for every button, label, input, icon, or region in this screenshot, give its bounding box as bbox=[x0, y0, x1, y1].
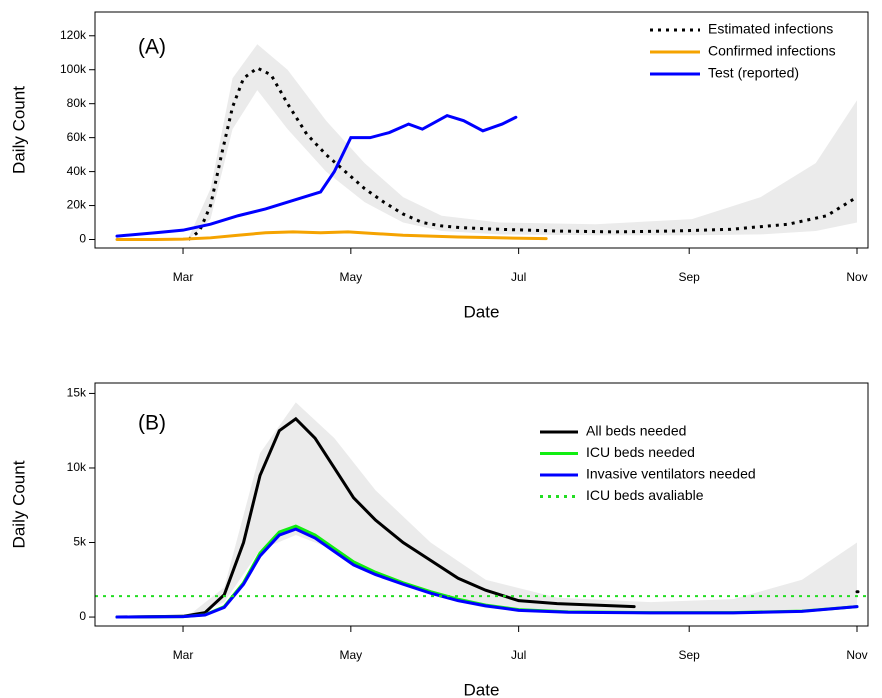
x-tick-label: Nov bbox=[846, 648, 867, 662]
y-tick-label: 80k bbox=[67, 96, 87, 110]
legend-label: Test (reported) bbox=[708, 65, 799, 81]
x-tick-label: Jul bbox=[511, 270, 526, 284]
legend-label: ICU beds needed bbox=[586, 444, 695, 460]
panel-annotation: (A) bbox=[138, 36, 166, 59]
x-tick-label: Mar bbox=[173, 648, 194, 662]
y-tick-label: 120k bbox=[60, 28, 87, 42]
y-tick-label: 20k bbox=[67, 198, 87, 212]
x-tick-label: May bbox=[339, 270, 362, 284]
confidence-band bbox=[188, 402, 857, 618]
x-tick-label: Sep bbox=[679, 648, 701, 662]
plot-frame bbox=[94, 11, 869, 249]
x-tick-label: May bbox=[339, 648, 362, 662]
x-tick-label: Sep bbox=[679, 270, 701, 284]
y-axis-title: Daily Count bbox=[9, 460, 28, 548]
legend-label: Invasive ventilators needed bbox=[586, 466, 756, 482]
y-tick-label: 100k bbox=[60, 62, 87, 76]
y-tick-label: 15k bbox=[67, 386, 87, 400]
x-tick-label: Mar bbox=[173, 270, 194, 284]
legend-label: All beds needed bbox=[586, 423, 686, 439]
panel-annotation: (B) bbox=[138, 412, 166, 435]
plot-frame bbox=[94, 382, 869, 627]
series-line bbox=[115, 113, 518, 238]
y-tick-label: 40k bbox=[67, 164, 87, 178]
series-line bbox=[115, 416, 636, 619]
x-axis-title: Date bbox=[464, 302, 500, 321]
legend-label: Estimated infections bbox=[708, 21, 833, 37]
x-tick-label: Jul bbox=[511, 648, 526, 662]
legend-label: ICU beds avaliable bbox=[586, 487, 704, 503]
y-tick-label: 0 bbox=[79, 232, 86, 246]
y-tick-label: 60k bbox=[67, 130, 87, 144]
y-axis-title: Daily Count bbox=[9, 86, 28, 174]
confidence-band bbox=[188, 44, 857, 240]
y-tick-label: 0 bbox=[79, 609, 86, 623]
y-tick-label: 5k bbox=[73, 535, 87, 549]
y-tick-label: 10k bbox=[67, 460, 87, 474]
series-line bbox=[115, 230, 548, 242]
legend-label: Confirmed infections bbox=[708, 43, 836, 59]
x-axis-title: Date bbox=[464, 680, 500, 698]
x-tick-label: Nov bbox=[846, 270, 867, 284]
